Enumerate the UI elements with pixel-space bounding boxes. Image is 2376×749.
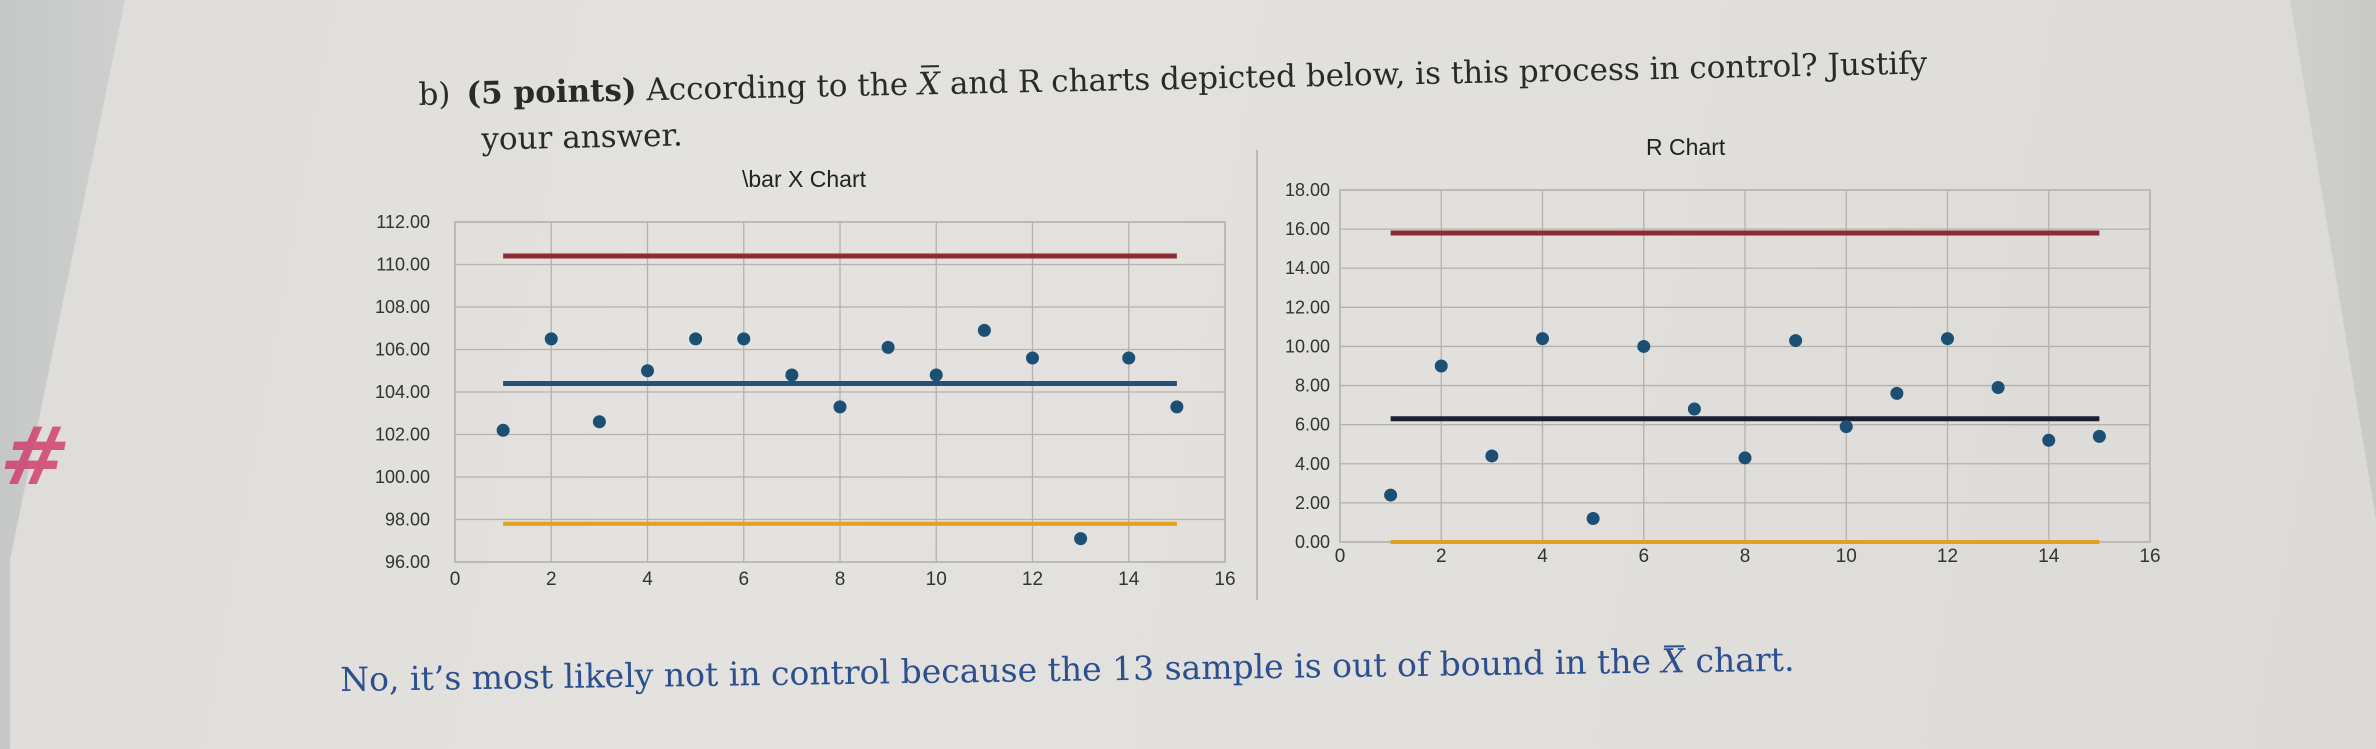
data-point <box>689 332 703 346</box>
data-point <box>785 368 799 382</box>
y-tick-label: 14.00 <box>1285 258 1330 278</box>
data-point <box>1536 332 1549 346</box>
x-tick-label: 10 <box>926 569 947 590</box>
data-point <box>544 332 558 346</box>
data-point <box>1839 420 1853 434</box>
data-point <box>833 400 847 414</box>
data-point <box>496 423 510 437</box>
y-tick-label: 108.00 <box>375 297 430 317</box>
data-point <box>1074 532 1088 546</box>
answer-text-part2: chart. <box>1684 639 1795 681</box>
data-point <box>1434 359 1448 373</box>
data-point <box>1941 332 1954 346</box>
y-tick-label: 96.00 <box>385 552 430 572</box>
y-tick-label: 102.00 <box>375 425 430 445</box>
data-point <box>1738 451 1752 465</box>
y-tick-label: 98.00 <box>385 510 430 530</box>
data-point <box>977 323 991 337</box>
data-point <box>592 415 606 429</box>
x-tick-label: 10 <box>1836 546 1857 567</box>
y-tick-label: 100.00 <box>375 467 430 487</box>
y-tick-label: 8.00 <box>1295 376 1330 396</box>
x-tick-label: 6 <box>738 569 749 590</box>
data-point <box>641 364 654 378</box>
data-point <box>1485 449 1499 463</box>
x-tick-label: 4 <box>642 569 653 590</box>
y-tick-label: 112.00 <box>376 212 430 232</box>
x-tick-label: 8 <box>835 569 846 590</box>
x-tick-label: 12 <box>1022 569 1043 590</box>
y-tick-label: 2.00 <box>1295 493 1330 513</box>
y-tick-label: 104.00 <box>375 382 430 402</box>
x-tick-label: 14 <box>2038 546 2060 567</box>
x-tick-label: 12 <box>1937 546 1958 567</box>
data-point <box>1586 512 1600 526</box>
y-tick-label: 0.00 <box>1295 532 1330 552</box>
y-tick-label: 4.00 <box>1295 454 1330 474</box>
data-point <box>1170 400 1184 414</box>
x-tick-label: 4 <box>1537 546 1548 567</box>
data-point <box>1789 334 1803 348</box>
x-tick-label: 16 <box>1214 569 1235 590</box>
data-point <box>1687 402 1701 416</box>
answer-xbar-symbol: X <box>1661 641 1686 681</box>
data-point <box>2092 429 2106 443</box>
xbar-chart-title: \bar X Chart <box>742 166 866 192</box>
data-point <box>1122 351 1136 365</box>
x-tick-label: 2 <box>546 569 557 590</box>
y-tick-label: 16.00 <box>1285 219 1330 239</box>
data-point <box>1991 381 2005 395</box>
data-point <box>1890 386 1904 400</box>
y-tick-label: 110.00 <box>376 255 430 275</box>
x-tick-label: 16 <box>2139 546 2160 567</box>
data-point <box>1637 339 1651 353</box>
data-point <box>1026 351 1039 365</box>
x-tick-label: 2 <box>1436 546 1447 567</box>
x-tick-label: 6 <box>1638 546 1649 567</box>
r-chart-title: R Chart <box>1646 134 1726 160</box>
x-tick-label: 0 <box>1335 546 1346 567</box>
chart-divider <box>1256 150 1258 600</box>
data-point <box>2042 433 2056 447</box>
data-point <box>1384 488 1398 502</box>
y-tick-label: 6.00 <box>1295 415 1330 435</box>
y-tick-label: 18.00 <box>1285 180 1330 200</box>
x-tick-label: 8 <box>1740 546 1751 567</box>
x-tick-label: 0 <box>450 569 461 590</box>
y-tick-label: 12.00 <box>1285 297 1330 317</box>
x-tick-label: 14 <box>1118 569 1140 590</box>
y-tick-label: 106.00 <box>375 340 430 360</box>
y-tick-label: 10.00 <box>1285 336 1330 356</box>
data-point <box>881 340 895 354</box>
data-point <box>737 332 751 346</box>
data-point <box>929 368 943 382</box>
